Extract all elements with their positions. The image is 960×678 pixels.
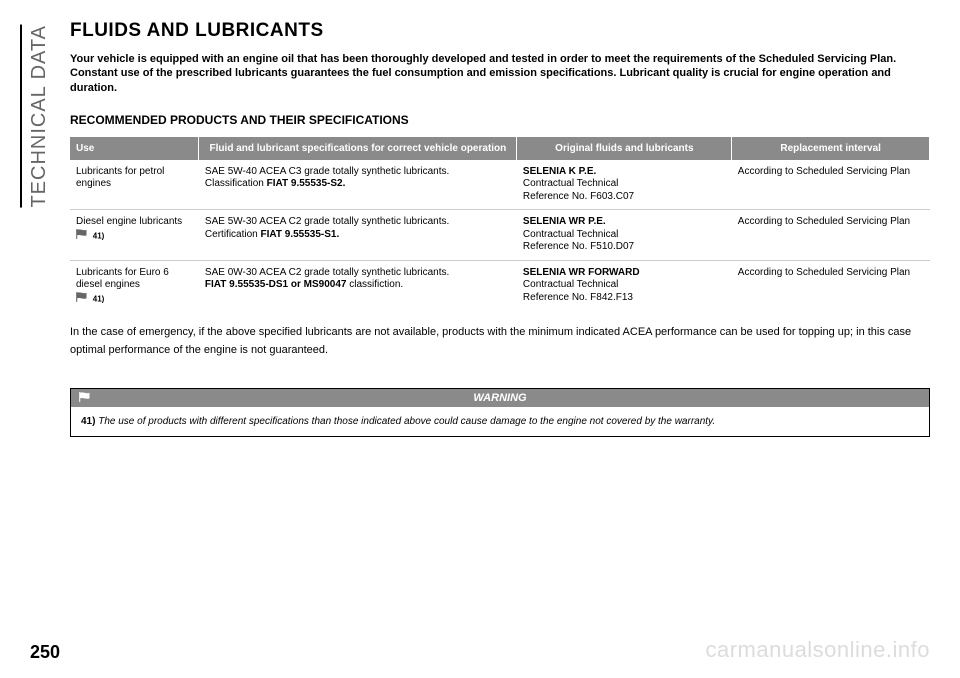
orig-line: Contractual Technical	[523, 229, 618, 240]
cell-use: Lubricants for petrol engines	[70, 160, 199, 210]
flag-icon	[76, 229, 90, 244]
table-row: Lubricants for Euro 6 diesel engines 41)…	[70, 260, 930, 312]
subheading: RECOMMENDED PRODUCTS AND THEIR SPECIFICA…	[70, 113, 930, 127]
warning-header: WARNING	[71, 389, 929, 407]
spec-line: Certification	[205, 229, 261, 240]
watermark: carmanualsonline.info	[705, 637, 930, 663]
page-title: FLUIDS AND LUBRICANTS	[70, 20, 930, 42]
th-spec: Fluid and lubricant specifications for c…	[199, 137, 517, 160]
footnote-ref: 41)	[93, 294, 105, 303]
spec-line: Classification	[205, 178, 267, 189]
cell-orig: SELENIA WR FORWARD Contractual Technical…	[517, 260, 732, 312]
th-use: Use	[70, 137, 199, 160]
th-orig: Original fluids and lubricants	[517, 137, 732, 160]
use-text: Diesel engine lubricants	[76, 216, 182, 227]
use-text: Lubricants for Euro 6 diesel engines	[76, 267, 169, 291]
cell-repl: According to Scheduled Servicing Plan	[732, 160, 930, 210]
warning-text: The use of products with different speci…	[95, 416, 715, 427]
cell-repl: According to Scheduled Servicing Plan	[732, 260, 930, 312]
side-tab: TECHNICAL DATA	[20, 25, 51, 208]
orig-line: Contractual Technical	[523, 279, 618, 290]
table-row: Diesel engine lubricants 41) SAE 5W-30 A…	[70, 210, 930, 261]
page-content: FLUIDS AND LUBRICANTS Your vehicle is eq…	[0, 0, 960, 457]
cell-spec: SAE 0W-30 ACEA C2 grade totally syntheti…	[199, 260, 517, 312]
warning-body: 41) The use of products with different s…	[71, 407, 929, 436]
orig-line: Reference No. F510.D07	[523, 241, 634, 252]
spec-bold: FIAT 9.55535-S1.	[261, 229, 340, 240]
spec-table: Use Fluid and lubricant specifications f…	[70, 137, 930, 313]
cell-spec: SAE 5W-30 ACEA C2 grade totally syntheti…	[199, 210, 517, 261]
cell-spec: SAE 5W-40 ACEA C3 grade totally syntheti…	[199, 160, 517, 210]
spec-line: SAE 0W-30 ACEA C2 grade totally syntheti…	[205, 267, 449, 278]
cell-orig: SELENIA K P.E. Contractual Technical Ref…	[517, 160, 732, 210]
orig-line: Contractual Technical	[523, 178, 618, 189]
spec-bold: FIAT 9.55535-DS1 or MS90047	[205, 279, 347, 290]
warning-ref: 41)	[81, 416, 95, 427]
warning-box: WARNING 41) The use of products with dif…	[70, 388, 930, 437]
cell-use: Diesel engine lubricants 41)	[70, 210, 199, 261]
warning-title: WARNING	[473, 392, 526, 404]
flag-icon	[76, 292, 90, 307]
spec-line: SAE 5W-30 ACEA C2 grade totally syntheti…	[205, 216, 449, 227]
orig-line: Reference No. F842.F13	[523, 292, 633, 303]
th-repl: Replacement interval	[732, 137, 930, 160]
use-text: Lubricants for petrol engines	[76, 166, 164, 190]
page-number: 250	[30, 642, 60, 663]
orig-bold: SELENIA WR FORWARD	[523, 267, 640, 278]
flag-icon	[79, 391, 93, 406]
spec-line: SAE 5W-40 ACEA C3 grade totally syntheti…	[205, 166, 449, 177]
orig-bold: SELENIA WR P.E.	[523, 216, 606, 227]
note-paragraph: In the case of emergency, if the above s…	[70, 324, 930, 359]
orig-bold: SELENIA K P.E.	[523, 166, 596, 177]
cell-repl: According to Scheduled Servicing Plan	[732, 210, 930, 261]
table-row: Lubricants for petrol engines SAE 5W-40 …	[70, 160, 930, 210]
footnote-ref: 41)	[93, 231, 105, 240]
cell-use: Lubricants for Euro 6 diesel engines 41)	[70, 260, 199, 312]
cell-orig: SELENIA WR P.E. Contractual Technical Re…	[517, 210, 732, 261]
orig-line: Reference No. F603.C07	[523, 191, 634, 202]
intro-paragraph: Your vehicle is equipped with an engine …	[70, 52, 930, 95]
spec-bold: FIAT 9.55535-S2.	[267, 178, 346, 189]
spec-line: classifiction.	[346, 279, 403, 290]
